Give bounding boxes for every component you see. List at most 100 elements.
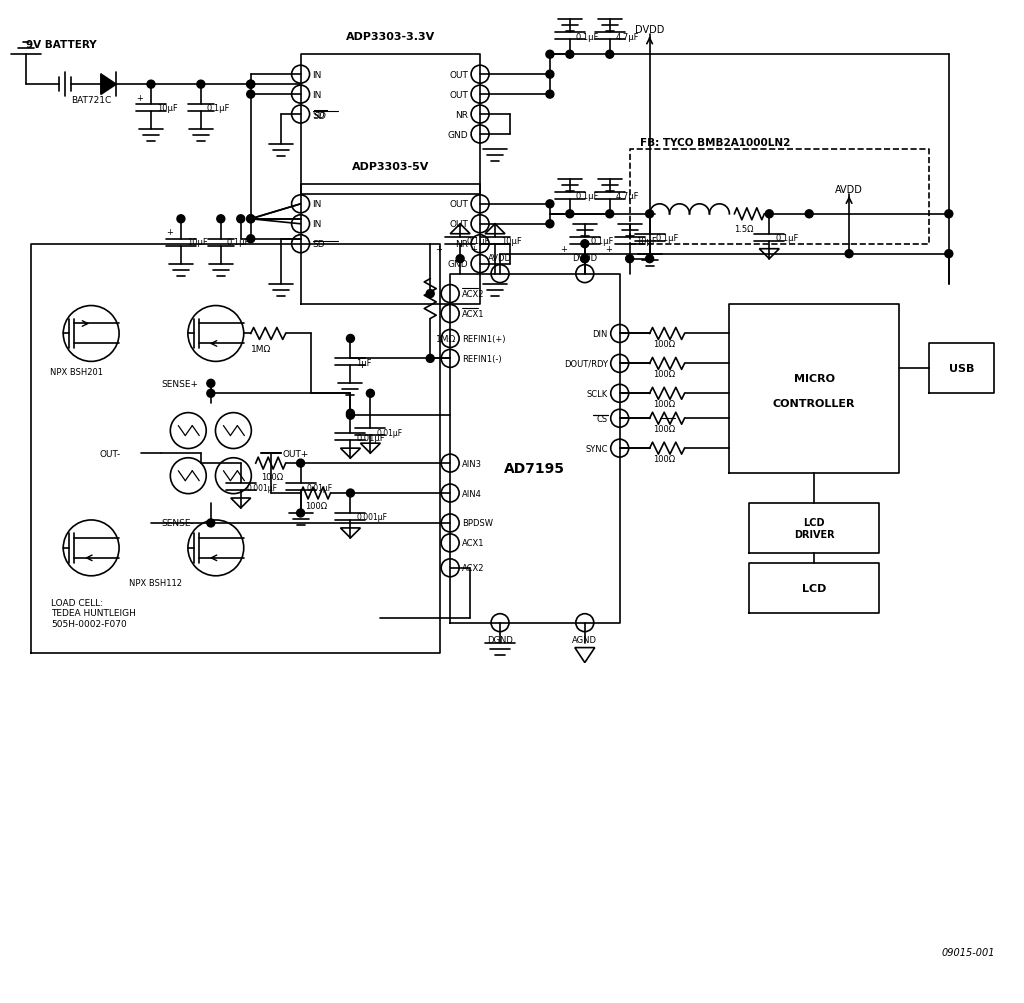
Text: ADP3303-5V: ADP3303-5V: [351, 161, 429, 172]
Circle shape: [297, 459, 304, 467]
Circle shape: [346, 335, 354, 343]
Circle shape: [207, 520, 215, 528]
Circle shape: [546, 221, 554, 229]
Text: 1MΩ: 1MΩ: [251, 345, 271, 354]
Text: DVDD: DVDD: [572, 254, 597, 263]
Text: NPX BSH112: NPX BSH112: [129, 579, 182, 588]
Text: OUT: OUT: [450, 70, 468, 79]
Text: +: +: [605, 245, 611, 254]
Text: 100Ω: 100Ω: [653, 454, 676, 463]
Text: +: +: [166, 228, 173, 237]
Circle shape: [606, 211, 613, 219]
Text: 1µF: 1µF: [356, 358, 372, 367]
Text: SENSE+: SENSE+: [161, 379, 198, 388]
Text: 10µF: 10µF: [187, 238, 208, 247]
Text: OUT+: OUT+: [283, 449, 309, 458]
Text: AIN3: AIN3: [462, 459, 482, 468]
Polygon shape: [101, 75, 116, 95]
Text: NR: NR: [455, 110, 468, 119]
Text: SD: SD: [312, 240, 326, 249]
Circle shape: [626, 256, 634, 264]
Text: REFIN1(-): REFIN1(-): [462, 354, 502, 363]
Text: OUT-: OUT-: [99, 449, 121, 458]
Circle shape: [645, 211, 653, 219]
Circle shape: [566, 211, 573, 219]
Circle shape: [546, 91, 554, 99]
Text: 1.5Ω: 1.5Ω: [734, 225, 754, 234]
Text: GND: GND: [447, 260, 468, 269]
Text: ACX1: ACX1: [462, 539, 484, 548]
Circle shape: [247, 81, 255, 89]
Text: USB: USB: [948, 364, 974, 374]
Text: 100Ω: 100Ω: [653, 424, 676, 433]
Circle shape: [456, 256, 464, 264]
Text: SD: SD: [312, 110, 326, 119]
Text: 0.1µF: 0.1µF: [575, 33, 599, 42]
Text: ACX2: ACX2: [462, 564, 484, 573]
Text: $\overline{SD}$: $\overline{SD}$: [312, 108, 328, 122]
Circle shape: [645, 256, 653, 264]
Circle shape: [581, 256, 589, 264]
Circle shape: [247, 236, 255, 244]
Text: 0.01µF: 0.01µF: [306, 483, 333, 492]
Text: 0.01µF: 0.01µF: [377, 428, 402, 437]
Circle shape: [147, 81, 155, 89]
Circle shape: [346, 410, 354, 418]
Circle shape: [346, 489, 354, 497]
Text: DOUT/RDY: DOUT/RDY: [564, 359, 607, 368]
Text: ACX2: ACX2: [462, 290, 484, 299]
Text: NR: NR: [455, 240, 468, 249]
Circle shape: [346, 412, 354, 420]
Text: 100Ω: 100Ω: [653, 399, 676, 408]
Circle shape: [606, 51, 613, 59]
Text: NPX BSH201: NPX BSH201: [50, 367, 102, 376]
Text: +: +: [470, 245, 477, 254]
Text: 0.1µF: 0.1µF: [655, 234, 679, 243]
Text: DGND: DGND: [487, 635, 513, 644]
Text: CS: CS: [597, 414, 607, 423]
Circle shape: [805, 211, 813, 219]
Circle shape: [765, 211, 773, 219]
Text: AVDD: AVDD: [488, 254, 512, 263]
Text: 100Ω: 100Ω: [305, 502, 328, 511]
Circle shape: [426, 355, 434, 363]
Text: 10µF: 10µF: [501, 237, 522, 246]
Circle shape: [546, 201, 554, 209]
Text: +: +: [136, 93, 143, 102]
Text: 4.7µF: 4.7µF: [615, 193, 639, 202]
Text: LCD: LCD: [802, 583, 826, 593]
Text: AIN4: AIN4: [462, 489, 482, 498]
Text: 10µF: 10µF: [157, 103, 178, 112]
Text: MICRO: MICRO: [794, 374, 835, 384]
Text: REFIN1(+): REFIN1(+): [462, 335, 506, 344]
Text: BPDSW: BPDSW: [462, 519, 494, 528]
Text: 0.1µF: 0.1µF: [226, 238, 250, 247]
Circle shape: [247, 81, 255, 89]
Circle shape: [237, 216, 245, 224]
Text: OUT: OUT: [450, 201, 468, 209]
Circle shape: [546, 51, 554, 59]
Circle shape: [247, 91, 255, 99]
Text: 0.1µF: 0.1µF: [775, 234, 799, 243]
Text: SENSE-: SENSE-: [161, 519, 194, 528]
Text: 0.1µF: 0.1µF: [207, 103, 230, 112]
Text: ADP3303-3.3V: ADP3303-3.3V: [346, 32, 435, 42]
Circle shape: [945, 211, 952, 219]
Text: 100Ω: 100Ω: [653, 369, 676, 378]
Text: 0.1µF: 0.1µF: [466, 237, 489, 246]
Text: 0.01µF: 0.01µF: [356, 433, 385, 442]
Text: 0.1µF: 0.1µF: [575, 193, 599, 202]
Text: AGND: AGND: [572, 635, 597, 644]
Text: IN: IN: [312, 90, 322, 99]
Text: OUT: OUT: [450, 220, 468, 229]
Circle shape: [546, 71, 554, 79]
Text: 0.001µF: 0.001µF: [356, 513, 387, 522]
Circle shape: [581, 256, 589, 264]
Text: 4.7µF: 4.7µF: [615, 33, 639, 42]
Text: 100Ω: 100Ω: [261, 472, 283, 481]
Circle shape: [426, 290, 434, 298]
Circle shape: [207, 380, 215, 388]
Text: 9V BATTERY: 9V BATTERY: [27, 40, 97, 50]
Circle shape: [217, 216, 225, 224]
Text: 100Ω: 100Ω: [653, 340, 676, 349]
